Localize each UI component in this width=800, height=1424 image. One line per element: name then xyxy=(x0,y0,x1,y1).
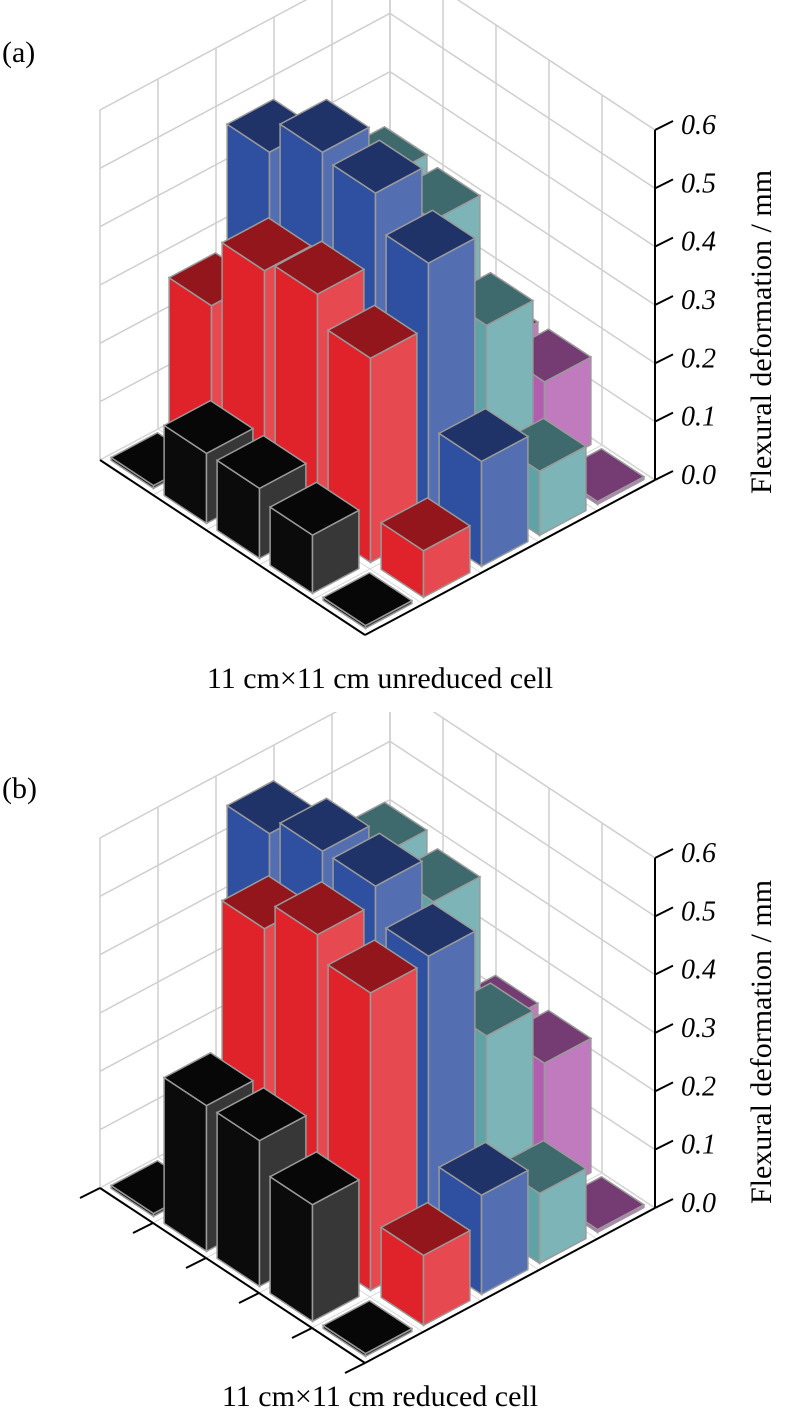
x-axis-line xyxy=(99,459,366,636)
bar-face-top xyxy=(384,902,477,957)
bars xyxy=(109,779,646,1358)
x-tick xyxy=(291,1327,313,1339)
z-axis-label-a: Flexural deformation / mm xyxy=(745,169,778,495)
bar-face-top xyxy=(215,1086,308,1142)
axes: 0.0 0.1 0.2 0.3 0.4 0.5 0.6 xyxy=(79,838,716,1374)
bar-face-top xyxy=(278,98,371,154)
bar-face-top xyxy=(273,880,366,936)
bar3d-plot-b: 0.0 0.1 0.2 0.3 0.4 0.5 0.6 xyxy=(79,712,716,1374)
bar-face-top xyxy=(437,407,530,463)
x-tick xyxy=(344,1362,366,1374)
z-tick xyxy=(654,1023,674,1034)
bar-face-top xyxy=(268,1151,361,1206)
chart-panel-b: 0.0 0.1 0.2 0.3 0.4 0.5 0.6 (b) Flexural defor… xyxy=(0,712,800,1424)
bar-face-top xyxy=(331,139,424,194)
y-axis-line xyxy=(364,479,656,636)
bar-face-top xyxy=(162,1051,255,1107)
bar-1-4 xyxy=(379,497,472,599)
bar-face-top xyxy=(220,217,313,272)
grid-line xyxy=(389,129,656,306)
z-tick-label: 0.3 xyxy=(681,285,716,316)
z-tick xyxy=(654,906,674,918)
bar-face-top xyxy=(162,399,255,455)
z-tick-label: 0.4 xyxy=(681,227,716,258)
chart-title-b: 11 cm×11 cm reduced cell xyxy=(221,1380,539,1413)
z-tick xyxy=(654,848,674,859)
bar-face-top xyxy=(379,1201,472,1257)
z-tick-label: 0.5 xyxy=(681,168,716,199)
z-tick xyxy=(654,470,674,481)
panel-label-a: (a) xyxy=(2,36,36,69)
z-tick xyxy=(654,178,674,190)
grid-line xyxy=(389,12,656,189)
z-tick xyxy=(654,1081,674,1093)
bar-face-top xyxy=(278,797,371,852)
x-tick xyxy=(132,1222,154,1234)
bar-face-front xyxy=(163,1076,208,1253)
bar-face-top xyxy=(321,1299,414,1355)
z-tick-label: 0.3 xyxy=(681,1013,716,1044)
z-tick xyxy=(654,295,674,306)
bar-0-3 xyxy=(268,481,361,595)
bar-face-top xyxy=(215,434,308,490)
z-tick xyxy=(654,353,674,365)
z-tick xyxy=(654,964,674,976)
z-tick xyxy=(654,411,674,423)
panel-label-b: (b) xyxy=(2,772,37,805)
grid-line xyxy=(389,799,656,976)
bar-0-4 xyxy=(321,1299,414,1358)
grid-line xyxy=(389,71,656,248)
bar-face-top xyxy=(326,939,419,994)
bar-1-4 xyxy=(379,1201,472,1327)
z-tick-label: 0.2 xyxy=(681,1071,716,1102)
grid-line xyxy=(456,0,656,131)
z-tick-label: 0.6 xyxy=(681,110,716,141)
bar-face-front xyxy=(216,1111,261,1288)
bar-face-top xyxy=(384,209,477,264)
x-axis-line xyxy=(99,1187,366,1364)
bar-face-top xyxy=(268,481,361,536)
x-tick xyxy=(238,1292,260,1304)
z-tick-label: 0.1 xyxy=(681,1130,716,1161)
bar-face-top xyxy=(273,240,366,295)
z-tick-label: 0.6 xyxy=(681,838,716,869)
chart-title-a: 11 cm×11 cm unreduced cell xyxy=(206,662,554,695)
z-tick-label: 0.2 xyxy=(681,343,716,374)
y-axis-line xyxy=(364,1207,656,1364)
grid-line xyxy=(389,740,656,917)
bar-face-top xyxy=(379,497,472,552)
bar-face-top xyxy=(321,571,414,627)
z-axis-label-b: Flexural deformation / mm xyxy=(745,879,778,1205)
z-tick xyxy=(654,236,674,248)
axes: 0.0 0.1 0.2 0.3 0.4 0.5 0.6 xyxy=(99,110,716,636)
grid-line xyxy=(99,0,308,111)
z-tick xyxy=(654,1198,674,1209)
z-tick-label: 0.4 xyxy=(681,955,716,986)
x-tick xyxy=(79,1187,101,1199)
z-tick xyxy=(654,120,674,131)
bar-face-top xyxy=(437,1141,530,1197)
bar-face-top xyxy=(326,304,419,360)
z-tick-label: 0.0 xyxy=(681,1188,716,1219)
bar-face-top xyxy=(331,832,424,887)
grid-line xyxy=(99,712,338,839)
bar3d-plot-a: 0.0 0.1 0.2 0.3 0.4 0.5 0.6 xyxy=(99,0,716,636)
bars xyxy=(109,98,646,630)
bar-0-3 xyxy=(268,1151,361,1323)
z-tick-label: 0.1 xyxy=(681,402,716,433)
x-tick xyxy=(185,1257,207,1269)
grid-line xyxy=(432,712,656,859)
grid-line xyxy=(99,12,391,169)
bar-0-4 xyxy=(321,571,414,630)
z-tick-label: 0.5 xyxy=(681,896,716,927)
z-tick xyxy=(654,1139,674,1151)
z-tick-label: 0.0 xyxy=(681,460,716,491)
chart-panel-a: 0.0 0.1 0.2 0.3 0.4 0.5 0.6 (a) Flexural defor… xyxy=(2,0,778,695)
